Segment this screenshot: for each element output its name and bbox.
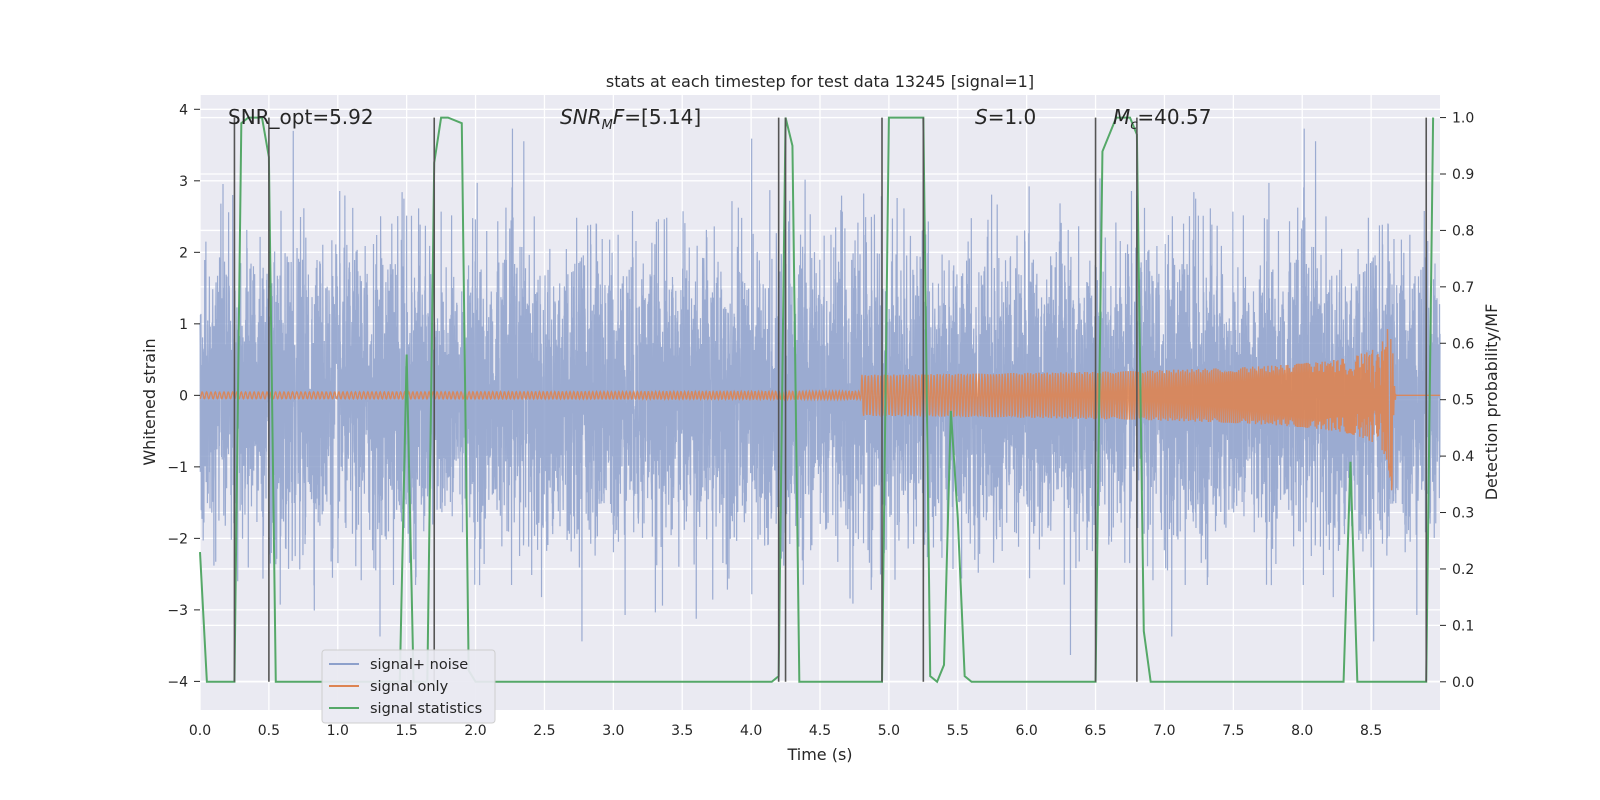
legend-label-signal-statistics: signal statistics: [370, 701, 482, 717]
annotation-part: c: [1130, 118, 1137, 133]
annotation-part: M: [1113, 105, 1130, 129]
x-tick-label: 1.5: [396, 723, 418, 739]
x-tick-label: 7.0: [1153, 723, 1175, 739]
annotations: SNR_opt=5.92 SNRMF=[5.14] S=1.0 Mc=40.57: [228, 105, 1211, 133]
y-tick-label: −3: [167, 603, 188, 619]
x-tick-label: 4.0: [740, 723, 762, 739]
x-tick-label: 6.0: [1016, 723, 1038, 739]
y-right-tick-label: 0.6: [1452, 336, 1474, 352]
y-tick-label: 4: [179, 102, 188, 118]
y-right-tick-label: 1.0: [1452, 111, 1474, 127]
y-right-tick-label: 0.7: [1452, 280, 1474, 296]
y-tick-label: 0: [179, 388, 188, 404]
annotation-part: =1.0: [988, 105, 1037, 129]
y-right-tick-label: 0.0: [1452, 675, 1474, 691]
signal-statistics-line: [199, 116, 1435, 684]
legend-label-signal-noise: signal+ noise: [370, 657, 468, 673]
legend-box: [321, 649, 496, 724]
y-left-axis-label: Whitened strain: [140, 338, 159, 465]
annotation-s: S=1.0: [975, 105, 1036, 129]
x-axis-ticks: 0.0 0.5 1.0 1.5 2.0 2.5 3.0 3.5 4.0 4.5 5.0 5.5 6.0 6…: [189, 723, 1382, 739]
y-tick-label: 1: [179, 317, 188, 333]
x-tick-label: 3.5: [671, 723, 693, 739]
y-right-tick-label: 0.1: [1452, 618, 1474, 634]
x-tick-label: 6.5: [1084, 723, 1106, 739]
legend: signal+ noise signal only signal statist…: [321, 649, 496, 724]
y-right-tick-label: 0.8: [1452, 223, 1474, 239]
x-tick-label: 7.5: [1222, 723, 1244, 739]
x-tick-label: 8.0: [1291, 723, 1313, 739]
y-right-tick-label: 0.5: [1452, 393, 1474, 409]
y-right-tick-label: 0.9: [1452, 167, 1474, 183]
annotation-part: S: [975, 105, 988, 129]
annotation-part: SNR: [560, 105, 602, 129]
x-tick-label: 0.5: [258, 723, 280, 739]
x-tick-label: 1.0: [327, 723, 349, 739]
y-tick-label: 3: [179, 174, 188, 190]
annotation-mc: Mc=40.57: [1113, 105, 1211, 133]
legend-label-signal-only: signal only: [370, 679, 449, 695]
y-right-tick-label: 0.4: [1452, 449, 1474, 465]
y-left-axis-ticks: −4 −3 −2 −1 0 1 2 3 4: [167, 102, 200, 690]
annotation-part: M: [602, 118, 613, 133]
x-axis-label: Time (s): [786, 745, 852, 764]
x-tick-label: 2.0: [464, 723, 486, 739]
annotation-part: F: [613, 105, 625, 129]
y-right-axis-ticks: 0.0 0.1 0.2 0.3 0.4 0.5 0.6 0.7 0.8 0.9 1.0: [1440, 111, 1474, 691]
x-tick-label: 2.5: [533, 723, 555, 739]
x-tick-label: 3.0: [602, 723, 624, 739]
x-tick-label: 8.5: [1360, 723, 1382, 739]
chart-title: stats at each timestep for test data 132…: [606, 72, 1034, 91]
annotation-part: =40.57: [1137, 105, 1211, 129]
x-tick-label: 5.0: [878, 723, 900, 739]
annotation-snr-opt: SNR_opt=5.92: [228, 105, 374, 129]
y-tick-label: −4: [167, 674, 188, 690]
series-signal-statistics: [199, 116, 1435, 684]
annotation-snr-mf: SNRMF=[5.14]: [560, 105, 701, 133]
y-tick-label: 2: [179, 245, 188, 261]
annotation-part: =[5.14]: [624, 105, 701, 129]
series-signal-plus-noise: [199, 128, 1441, 656]
y-tick-label: −1: [167, 460, 188, 476]
y-right-tick-label: 0.3: [1452, 506, 1474, 522]
x-tick-label: 5.5: [947, 723, 969, 739]
annotation-part: SNR_opt=5.92: [228, 105, 374, 129]
y-right-axis-label: Detection probability/MF: [1482, 304, 1501, 501]
x-tick-label: 4.5: [809, 723, 831, 739]
y-tick-label: −2: [167, 531, 188, 547]
detection-markers: [233, 117, 1428, 682]
x-tick-label: 0.0: [189, 723, 211, 739]
y-right-tick-label: 0.2: [1452, 562, 1474, 578]
signal-noise-line: [199, 128, 1441, 656]
